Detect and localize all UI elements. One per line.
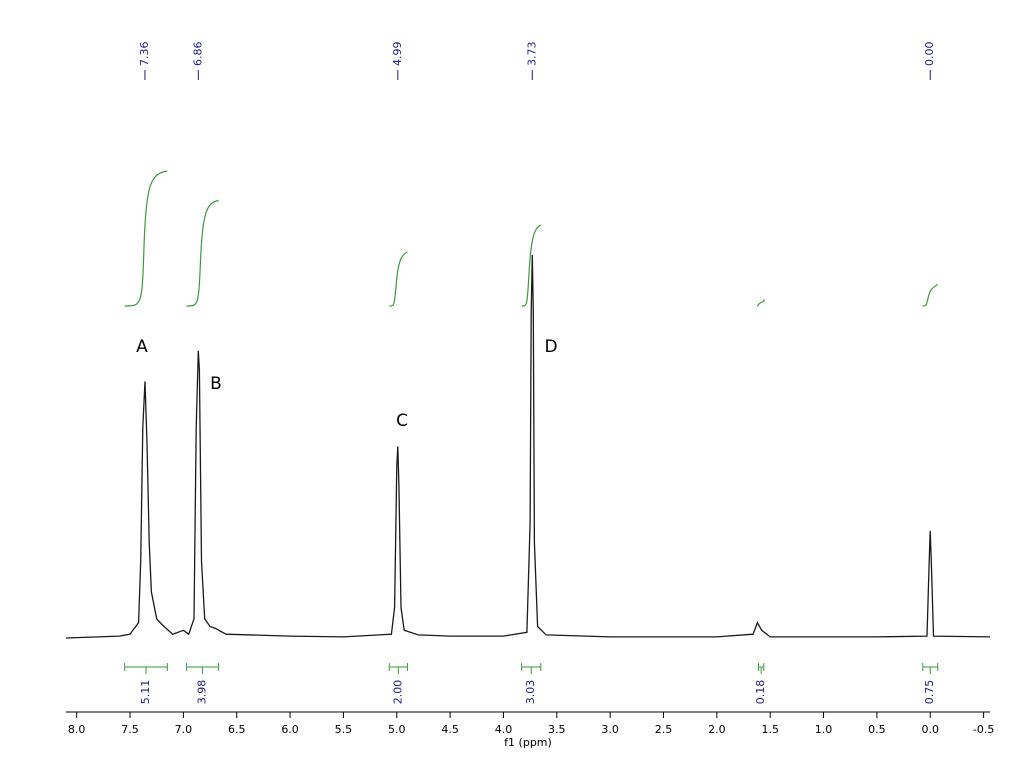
integral-curve — [124, 170, 168, 307]
x-tick-label: 2.0 — [708, 723, 726, 736]
x-tick-label: 7.0 — [175, 723, 193, 736]
x-tick-label: 3.5 — [548, 723, 566, 736]
x-tick-label: 3.0 — [601, 723, 619, 736]
x-tick-label: 6.5 — [228, 723, 246, 736]
x-tick-label: 8.0 — [68, 723, 86, 736]
x-tick-label: -0.5 — [973, 723, 994, 736]
peak-label: 7.36 — [138, 42, 151, 67]
x-tick-label: 2.5 — [655, 723, 673, 736]
integral-label: 2.00 — [391, 680, 404, 705]
peak-annotation: B — [210, 374, 222, 394]
integral-curve — [756, 298, 765, 307]
x-tick-label: 7.5 — [121, 723, 139, 736]
peak-label: 3.73 — [525, 42, 538, 67]
x-tick-label: 5.0 — [388, 723, 406, 736]
x-tick-label: 1.5 — [761, 723, 779, 736]
x-axis-title: f1 (ppm) — [504, 736, 552, 749]
x-tick-label: 0.5 — [868, 723, 886, 736]
x-tick-label: 5.5 — [335, 723, 353, 736]
x-tick-label: 4.0 — [495, 723, 513, 736]
peak-annotation: C — [396, 411, 408, 431]
x-tick-label: 4.5 — [441, 723, 459, 736]
spectrum-line — [65, 254, 991, 639]
x-tick-label: 6.0 — [281, 723, 299, 736]
integral-curve — [922, 283, 939, 307]
x-tick-label: 1.0 — [815, 723, 833, 736]
x-tick-label: 0.0 — [921, 723, 939, 736]
integral-curve — [389, 251, 408, 307]
peak-annotation: D — [544, 337, 557, 357]
peak-label: 4.99 — [391, 42, 404, 67]
integral-label: 0.18 — [754, 680, 767, 705]
peak-label: 0.00 — [923, 42, 936, 67]
integral-curve — [521, 224, 542, 307]
integral-label: 3.98 — [196, 680, 209, 705]
peak-annotation: A — [136, 337, 148, 357]
integral-label: 3.03 — [524, 680, 537, 705]
peak-label: 6.86 — [191, 42, 204, 67]
integral-label: 5.11 — [139, 680, 152, 705]
integral-label: 0.75 — [923, 680, 936, 705]
integral-curve — [186, 199, 219, 307]
